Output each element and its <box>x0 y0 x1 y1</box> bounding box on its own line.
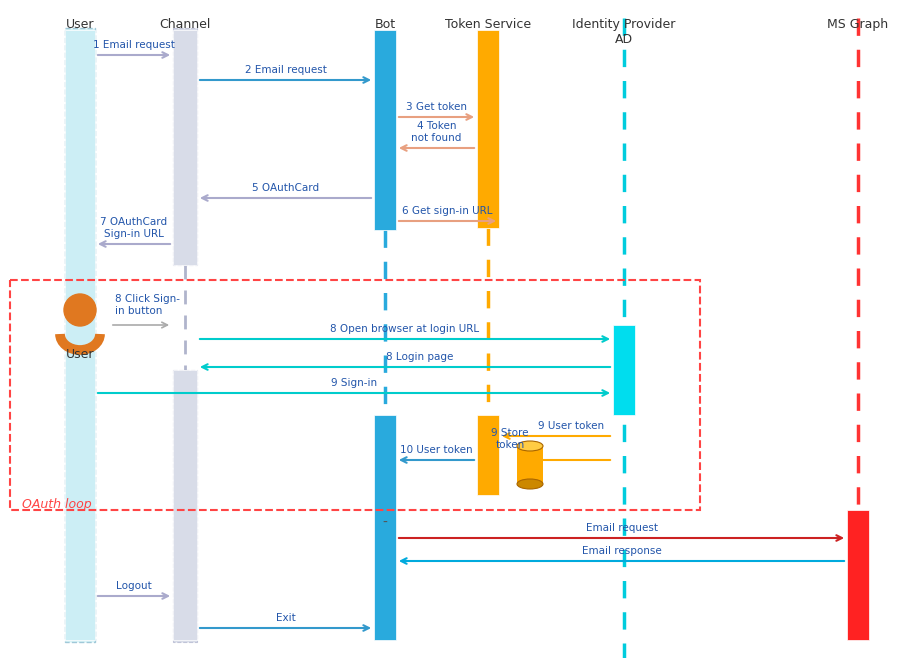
Text: Token Service: Token Service <box>445 18 532 31</box>
Bar <box>10 280 700 510</box>
Text: Email response: Email response <box>581 546 661 556</box>
Text: 8 Click Sign-
in button: 8 Click Sign- in button <box>115 294 180 316</box>
Ellipse shape <box>517 479 543 489</box>
Bar <box>173 30 197 265</box>
Text: 1 Email request: 1 Email request <box>93 40 175 50</box>
Text: 7 OAuthCard
Sign-in URL: 7 OAuthCard Sign-in URL <box>101 217 168 239</box>
Bar <box>173 28 197 265</box>
Text: 10 User token: 10 User token <box>400 445 473 455</box>
Text: 9 Store
token: 9 Store token <box>492 428 529 450</box>
Ellipse shape <box>517 441 543 451</box>
Bar <box>847 510 869 640</box>
Text: 6 Get sign-in URL: 6 Get sign-in URL <box>402 206 493 216</box>
Text: 9 Sign-in: 9 Sign-in <box>331 378 377 388</box>
Text: Email request: Email request <box>586 523 658 533</box>
Text: User: User <box>65 348 94 361</box>
Text: MS Graph: MS Graph <box>827 18 889 31</box>
Bar <box>477 415 499 495</box>
Bar <box>613 325 635 415</box>
Bar <box>65 30 95 640</box>
Bar <box>517 446 543 484</box>
Text: OAuth loop: OAuth loop <box>22 498 92 511</box>
Text: 4 Token
not found: 4 Token not found <box>411 121 462 143</box>
Text: Channel: Channel <box>160 18 210 31</box>
Text: Bot: Bot <box>375 18 395 31</box>
Text: 9 User token: 9 User token <box>538 421 604 431</box>
Text: Identity Provider
AD: Identity Provider AD <box>572 18 676 46</box>
Bar <box>374 30 396 230</box>
Text: 5 OAuthCard: 5 OAuthCard <box>252 183 319 193</box>
Text: 3 Get token: 3 Get token <box>406 102 467 112</box>
Bar <box>173 370 197 642</box>
Bar <box>173 370 197 640</box>
Text: 8 Open browser at login URL: 8 Open browser at login URL <box>330 324 480 334</box>
Circle shape <box>64 294 96 326</box>
Text: Logout: Logout <box>116 581 151 591</box>
Text: -: - <box>383 516 387 530</box>
Text: 2 Email request: 2 Email request <box>245 65 327 75</box>
Text: User: User <box>65 18 94 31</box>
Bar <box>65 28 95 642</box>
Bar <box>477 30 499 228</box>
Text: 8 Login page: 8 Login page <box>386 352 454 362</box>
Text: Exit: Exit <box>276 613 296 623</box>
Bar <box>374 415 396 640</box>
